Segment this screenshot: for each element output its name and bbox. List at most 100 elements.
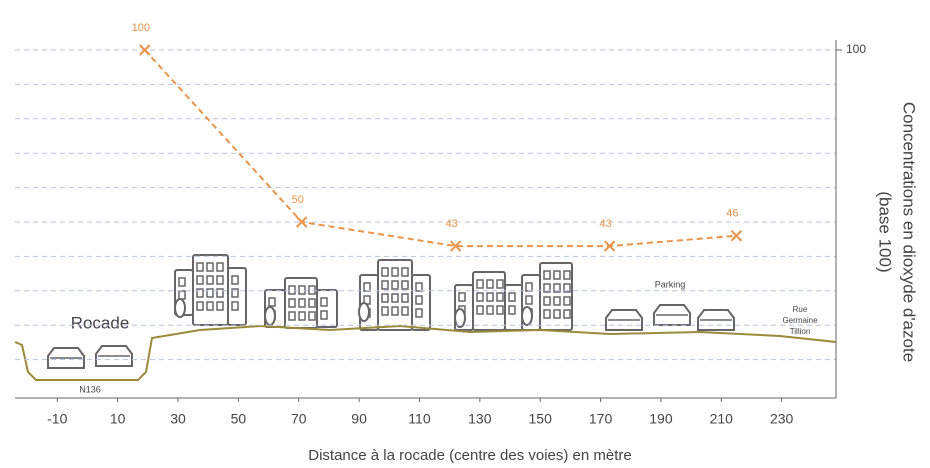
window <box>391 280 399 290</box>
window <box>216 262 224 272</box>
window <box>543 283 551 293</box>
window <box>320 297 328 307</box>
data-label: 43 <box>599 218 611 230</box>
annotation: Rocade <box>71 313 130 332</box>
tree <box>174 298 186 318</box>
window <box>231 301 239 311</box>
marker <box>449 240 462 252</box>
window <box>216 275 224 285</box>
window <box>178 277 186 287</box>
window <box>401 306 409 316</box>
window <box>476 292 484 302</box>
window <box>206 288 214 298</box>
window <box>508 305 516 315</box>
window <box>543 270 551 280</box>
building <box>316 289 338 328</box>
window <box>231 288 239 298</box>
x-tick-label: 130 <box>468 411 492 427</box>
window <box>308 311 316 321</box>
window <box>298 298 306 308</box>
x-tick-label: 10 <box>110 411 126 427</box>
window <box>206 301 214 311</box>
window <box>476 279 484 289</box>
window <box>206 262 214 272</box>
x-tick-label: 230 <box>770 411 794 427</box>
marker <box>603 240 616 252</box>
window <box>496 292 504 302</box>
window <box>308 285 316 295</box>
window <box>268 297 276 307</box>
window <box>543 296 551 306</box>
marker <box>730 230 743 242</box>
window <box>415 308 423 318</box>
building <box>377 259 413 331</box>
marker <box>296 216 308 228</box>
window <box>391 293 399 303</box>
x-tick-label: -10 <box>47 411 67 427</box>
window <box>216 288 224 298</box>
window <box>553 283 561 293</box>
window <box>563 309 571 319</box>
window <box>563 296 571 306</box>
x-tick-label: 170 <box>589 411 613 427</box>
x-tick-label: 210 <box>710 411 734 427</box>
window <box>288 311 296 321</box>
window <box>486 279 494 289</box>
y-axis-title: (base 100) <box>876 191 895 272</box>
tree <box>521 306 533 326</box>
window <box>288 298 296 308</box>
window <box>543 309 551 319</box>
window <box>381 267 389 277</box>
window <box>496 305 504 315</box>
annotation: Rue Germaine Tillion <box>782 305 818 336</box>
annotation: Parking <box>655 279 686 289</box>
window <box>525 295 533 305</box>
marker <box>139 44 151 56</box>
x-tick-label: 110 <box>408 411 431 427</box>
window <box>196 262 204 272</box>
window <box>486 305 494 315</box>
window <box>553 270 561 280</box>
annotation: N136 <box>79 384 101 394</box>
window <box>553 296 561 306</box>
tree <box>264 306 276 326</box>
window <box>553 309 561 319</box>
x-tick-label: 150 <box>529 411 553 427</box>
ground-line <box>14 324 837 381</box>
window <box>476 305 484 315</box>
window <box>320 310 328 320</box>
window <box>206 275 214 285</box>
window <box>496 279 504 289</box>
window <box>486 292 494 302</box>
x-tick-label: 90 <box>351 411 367 427</box>
window <box>298 285 306 295</box>
window <box>401 293 409 303</box>
building <box>504 284 524 331</box>
window <box>308 298 316 308</box>
data-label: 50 <box>292 194 304 206</box>
window <box>298 311 306 321</box>
window <box>381 293 389 303</box>
window <box>508 292 516 302</box>
x-axis-title: Distance à la rocade (centre des voies) … <box>308 447 632 464</box>
window <box>196 275 204 285</box>
y-axis-title: Concentrations en dioxyde d'azote <box>900 102 919 362</box>
window <box>391 267 399 277</box>
window <box>563 283 571 293</box>
window <box>401 280 409 290</box>
window <box>381 280 389 290</box>
data-line <box>144 49 737 248</box>
window <box>391 306 399 316</box>
scenery: Rue Germaine Tillion <box>47 254 818 369</box>
window <box>196 288 204 298</box>
y-tick-label: 100 <box>846 42 866 56</box>
tree <box>358 302 370 322</box>
window <box>196 301 204 311</box>
tree <box>454 308 466 328</box>
data-label: 100 <box>132 22 150 34</box>
window <box>216 301 224 311</box>
data-label: 46 <box>726 208 738 220</box>
x-tick-label: 30 <box>170 411 186 427</box>
window <box>231 275 239 285</box>
